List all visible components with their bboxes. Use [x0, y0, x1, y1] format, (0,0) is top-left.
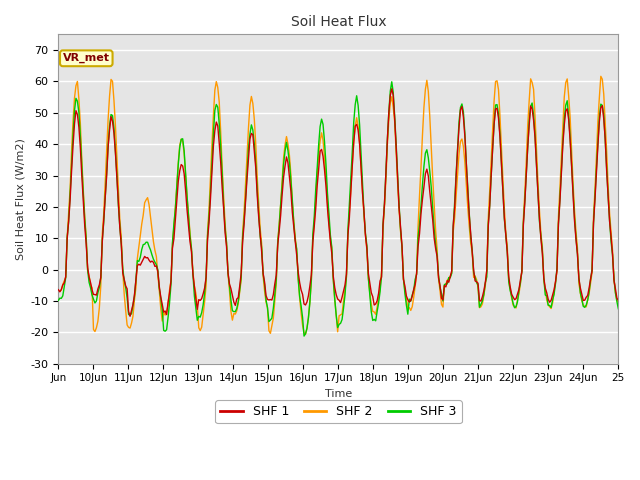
SHF 2: [597, 73, 605, 79]
SHF 2: [455, 151, 463, 156]
SHF 3: [300, 333, 308, 339]
SHF 3: [540, 276, 548, 281]
Line: SHF 3: SHF 3: [58, 82, 618, 336]
SHF 3: [388, 79, 396, 84]
SHF 2: [91, 329, 99, 335]
SHF 2: [613, 297, 621, 303]
SHF 3: [74, 98, 81, 104]
SHF 3: [456, 105, 464, 110]
SHF 1: [126, 313, 134, 319]
SHF 1: [456, 107, 464, 113]
SHF 3: [344, 228, 352, 234]
SHF 1: [614, 298, 622, 303]
SHF 1: [613, 295, 621, 301]
SHF 2: [614, 300, 622, 306]
Legend: SHF 1, SHF 2, SHF 3: SHF 1, SHF 2, SHF 3: [215, 400, 461, 423]
SHF 2: [54, 289, 62, 295]
SHF 1: [74, 111, 81, 117]
SHF 3: [613, 299, 621, 304]
SHF 1: [91, 292, 99, 298]
Line: SHF 1: SHF 1: [58, 89, 618, 316]
SHF 1: [388, 86, 396, 92]
SHF 3: [91, 300, 99, 306]
SHF 3: [54, 298, 62, 303]
SHF 1: [54, 287, 62, 293]
X-axis label: Time: Time: [324, 389, 352, 399]
Title: Soil Heat Flux: Soil Heat Flux: [291, 15, 386, 29]
Line: SHF 2: SHF 2: [58, 76, 618, 335]
SHF 2: [538, 244, 546, 250]
SHF 1: [540, 275, 548, 281]
SHF 2: [74, 79, 81, 84]
SHF 3: [614, 306, 622, 312]
SHF 2: [344, 231, 352, 237]
Y-axis label: Soil Heat Flux (W/m2): Soil Heat Flux (W/m2): [15, 138, 25, 260]
SHF 2: [301, 332, 309, 337]
SHF 1: [344, 232, 352, 238]
Text: VR_met: VR_met: [63, 53, 110, 63]
